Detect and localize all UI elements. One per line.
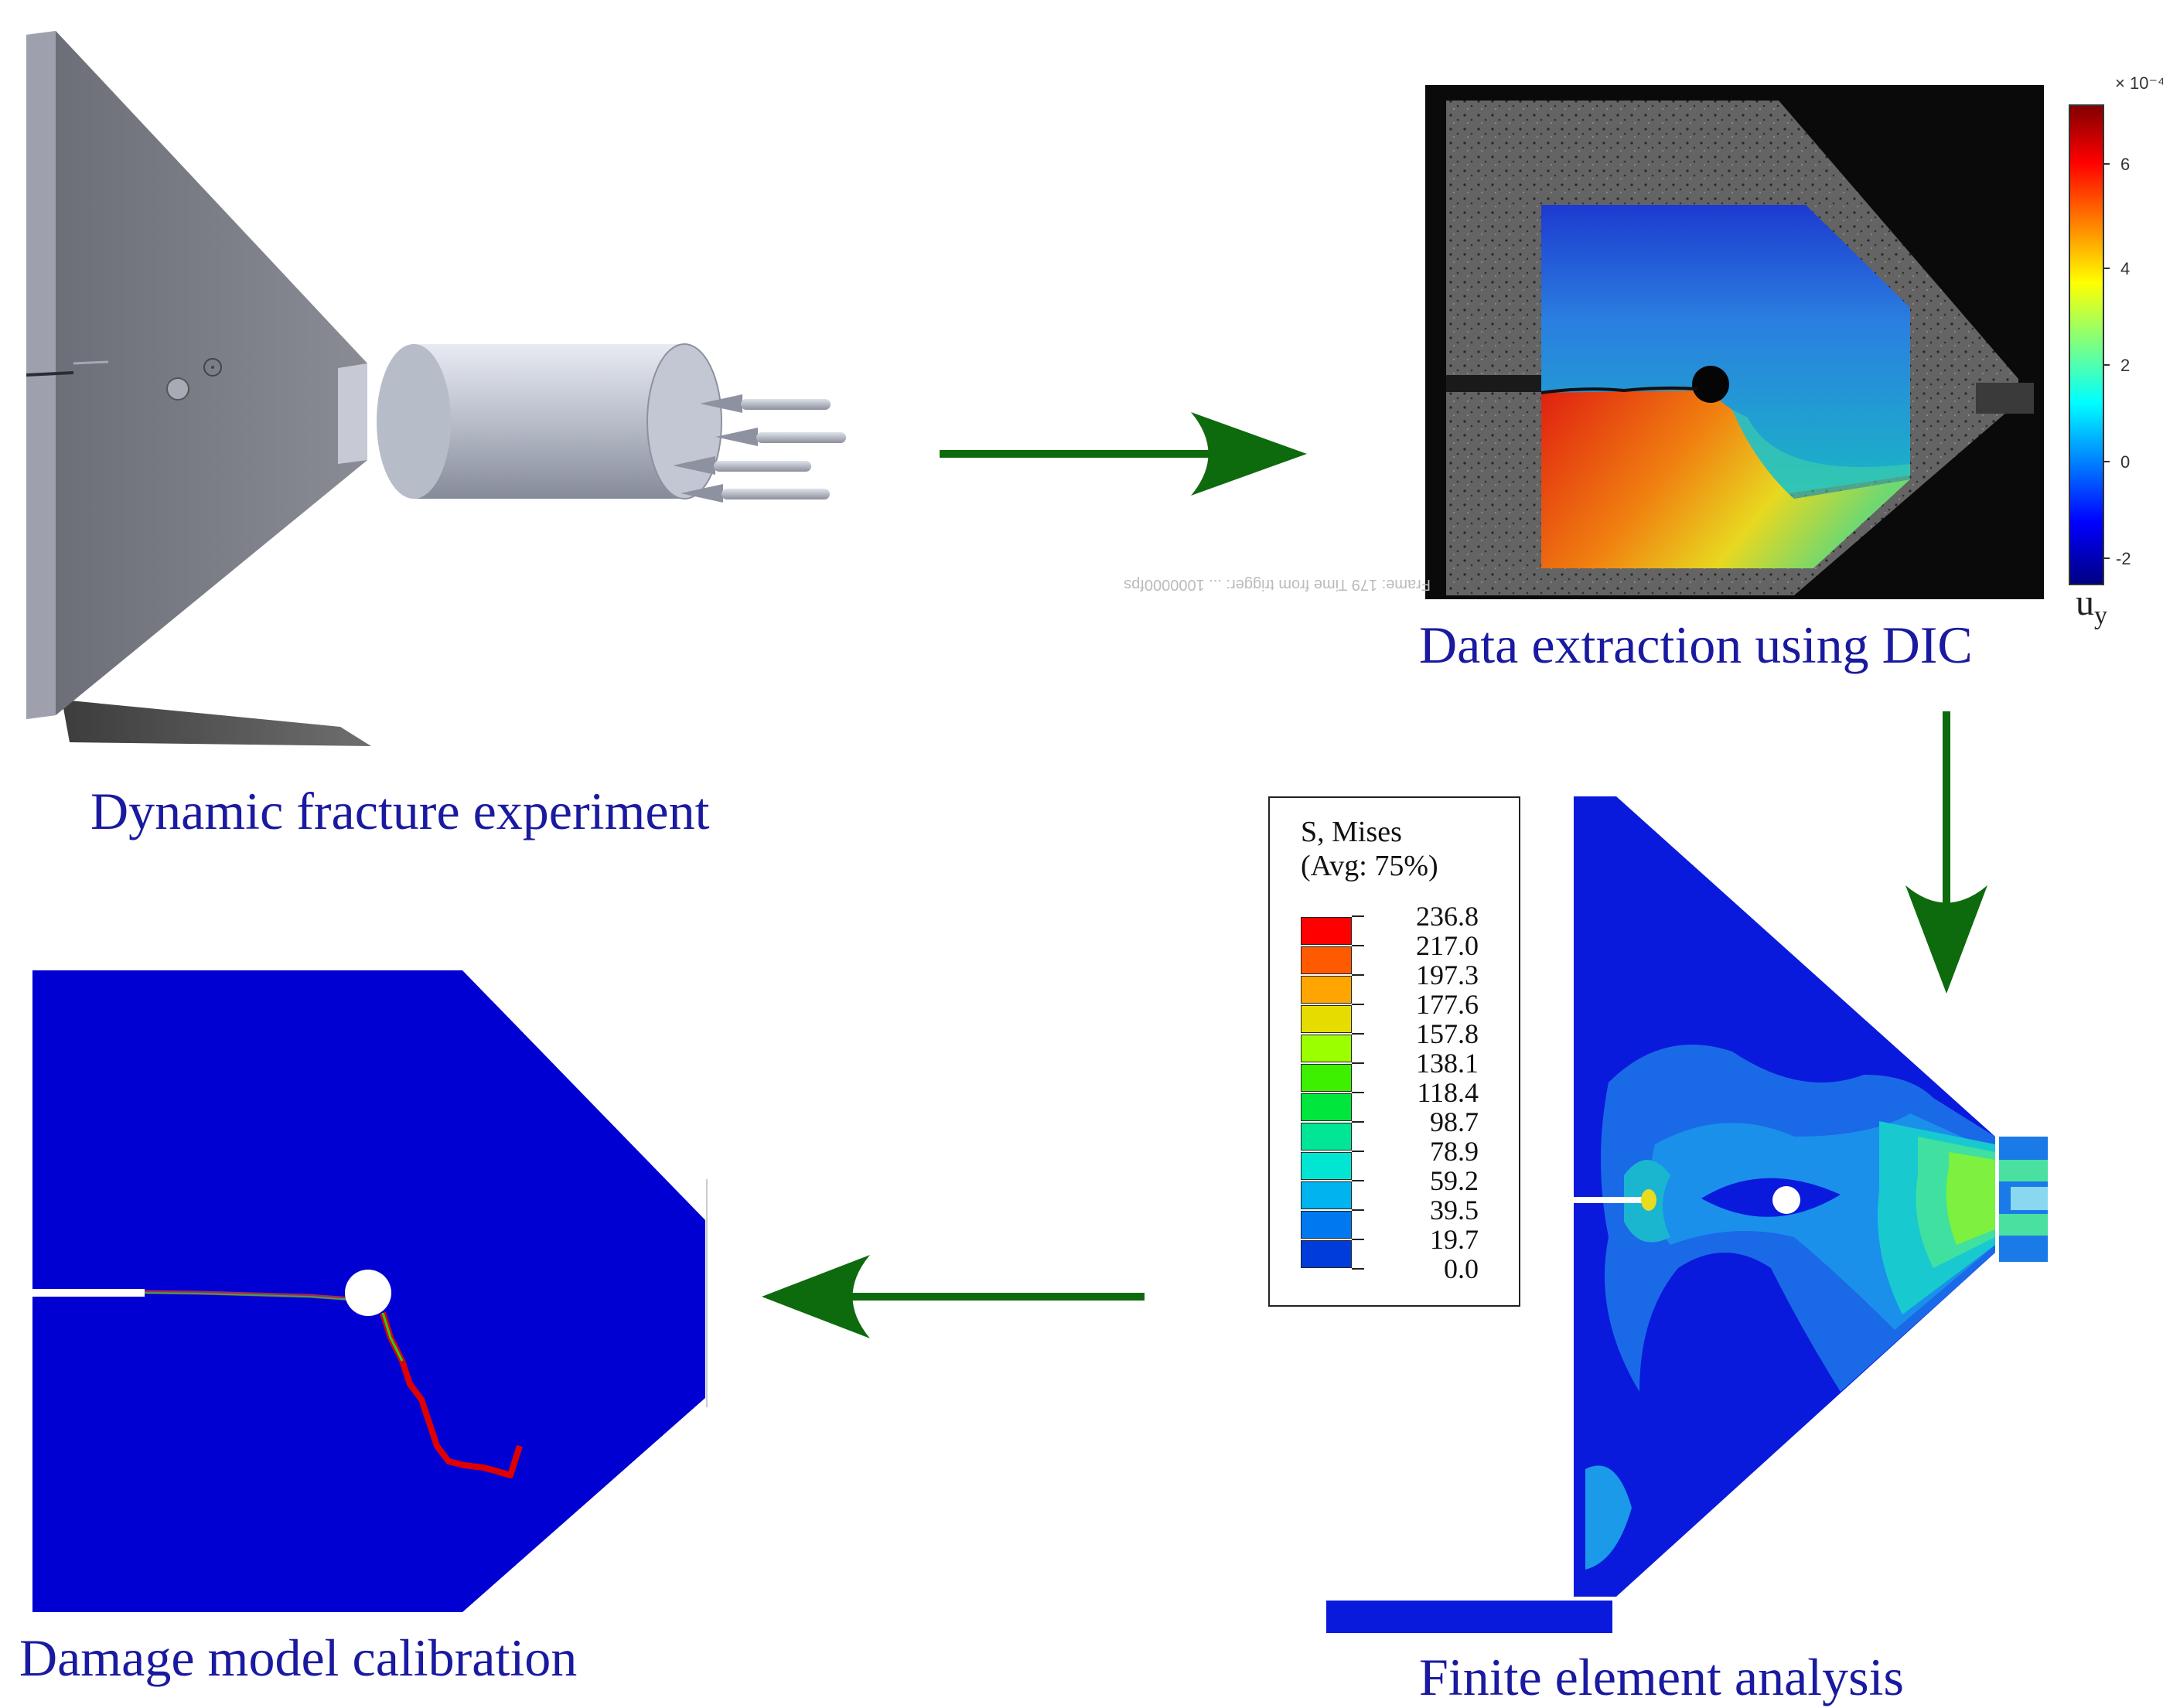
legend-tick: [1352, 1121, 1364, 1123]
specimen-front-face: [56, 31, 367, 715]
specimen-shadow: [62, 700, 371, 746]
legend-subtitle: (Avg: 75%): [1301, 850, 1438, 882]
legend-label: 138.1: [1416, 1048, 1479, 1079]
legend-tick: [1352, 1180, 1364, 1181]
fea-hole-region: [1701, 1178, 1841, 1217]
legend-label: 98.7: [1430, 1106, 1479, 1137]
flow-arrow-down-icon: [1905, 711, 1987, 994]
legend-label: 78.9: [1430, 1136, 1479, 1167]
caption-dic: Data extraction using DIC: [1419, 615, 1973, 674]
legend-swatch: [1301, 1064, 1352, 1092]
fea-notch: [1574, 1197, 1647, 1203]
caption-calibration: Damage model calibration: [19, 1628, 578, 1687]
dic-overlay-text: Frame: 179 Time from trigger: ... 100000…: [1124, 576, 1431, 593]
fea-model: [1326, 796, 2048, 1633]
dic-field-bottom: [1541, 390, 1910, 568]
specimen-mark: [203, 358, 222, 377]
legend-label: 0.0: [1444, 1253, 1479, 1284]
legend-title: S, Mises: [1301, 816, 1402, 848]
legend-tick: [1352, 1209, 1364, 1211]
legend-tick: [1352, 974, 1364, 976]
legend-swatch: [1301, 976, 1352, 1004]
legend-label: 236.8: [1416, 901, 1479, 932]
legend-tick: [1352, 1151, 1364, 1152]
legend-swatch: [1301, 1152, 1352, 1180]
legend-swatch: [1301, 1005, 1352, 1033]
fea-hole: [1772, 1186, 1800, 1214]
dic-image: Frame: 179 Time from trigger: ... 100000…: [1124, 85, 2044, 599]
dic-colorbar-tick: 6: [2120, 155, 2130, 174]
legend-label: 39.5: [1430, 1195, 1479, 1226]
legend-swatch: [1301, 1240, 1352, 1268]
legend-swatch: [1301, 917, 1352, 945]
legend-tick: [1352, 915, 1364, 917]
legend-label: 59.2: [1430, 1165, 1479, 1196]
specimen-notch-ext: [73, 360, 109, 365]
fea-legend: S, Mises (Avg: 75%) 236.8 217.0 197.3 177.6…: [1268, 796, 1520, 1307]
legend-tick: [1352, 1033, 1364, 1035]
dic-variable-label: uy: [2076, 582, 2107, 630]
flow-arrow-left-icon: [762, 1255, 1145, 1338]
legend-swatch: [1301, 1123, 1352, 1151]
dic-colorbar-tick: 4: [2120, 259, 2130, 278]
legend-label: 217.0: [1416, 930, 1479, 961]
load-arrows-icon: [673, 394, 846, 503]
dic-colorbar-exponent: × 10⁻⁴: [2115, 73, 2163, 93]
specimen-hole: [166, 377, 189, 401]
legend-tick: [1352, 1062, 1364, 1064]
flow-arrow-right-icon: [940, 412, 1307, 496]
specimen-notch: [26, 371, 74, 377]
dic-colorbar-tick: 0: [2120, 452, 2130, 472]
fea-support-bar: [1326, 1601, 1612, 1633]
damage-hole: [345, 1270, 391, 1316]
specimen-loading-face: [338, 363, 367, 464]
legend-label: 157.8: [1416, 1018, 1479, 1049]
damage-notch: [32, 1289, 145, 1297]
dic-field-top: [1541, 205, 1910, 495]
legend-swatch: [1301, 1211, 1352, 1239]
legend-label: 118.4: [1417, 1077, 1479, 1108]
legend-tick: [1352, 1239, 1364, 1240]
dic-colorbar-tick: -2: [2116, 549, 2131, 568]
cylinder-striker-icon: [377, 343, 722, 499]
legend-swatch: [1301, 1181, 1352, 1209]
dic-hole: [1692, 366, 1729, 403]
dic-colorbar: × 10⁻⁴ 6 4 2 0 -2 uy: [2069, 73, 2163, 630]
caption-experiment: Dynamic fracture experiment: [90, 782, 710, 840]
legend-label: 177.6: [1416, 989, 1479, 1020]
specimen-3d-model: [26, 31, 371, 746]
legend-tick: [1352, 1092, 1364, 1093]
legend-label: 19.7: [1430, 1224, 1479, 1255]
damage-model: [32, 970, 708, 1612]
legend-tick: [1352, 1268, 1364, 1270]
caption-fea: Finite element analysis: [1419, 1648, 1904, 1706]
legend-label: 197.3: [1416, 960, 1479, 990]
legend-tick: [1352, 1004, 1364, 1005]
legend-swatch: [1301, 1093, 1352, 1121]
legend-swatch: [1301, 946, 1352, 974]
legend-swatch: [1301, 1035, 1352, 1062]
dic-colorbar-tick: 2: [2120, 356, 2130, 375]
legend-tick: [1352, 945, 1364, 946]
